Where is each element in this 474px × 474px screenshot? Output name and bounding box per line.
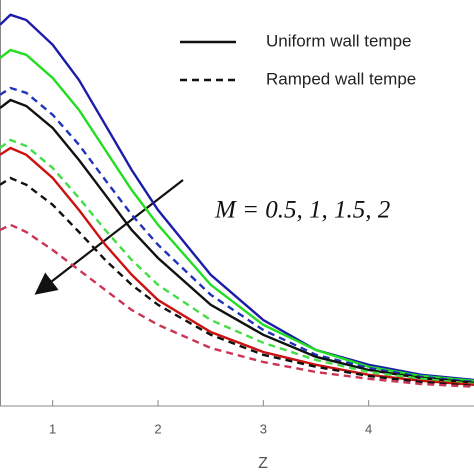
series-line (0, 138, 474, 386)
series-line (0, 98, 474, 384)
x-tick-label: 4 (365, 421, 372, 436)
x-tick-label: 2 (154, 421, 161, 436)
series-line (0, 86, 474, 384)
series-line (0, 48, 474, 382)
series-line (0, 176, 474, 388)
series-line (0, 13, 474, 382)
x-tick-label: 1 (49, 421, 56, 436)
annotation: M = 0.5, 1, 1.5, 2 (214, 197, 390, 224)
x-axis-label: Z (258, 455, 268, 472)
legend-label: Uniform wall tempe (266, 31, 412, 50)
legend-label: Ramped wall tempe (266, 69, 416, 88)
arrow (34, 179, 184, 295)
x-tick-label: 3 (260, 421, 267, 436)
series-line (0, 146, 474, 386)
series-line (0, 223, 474, 388)
